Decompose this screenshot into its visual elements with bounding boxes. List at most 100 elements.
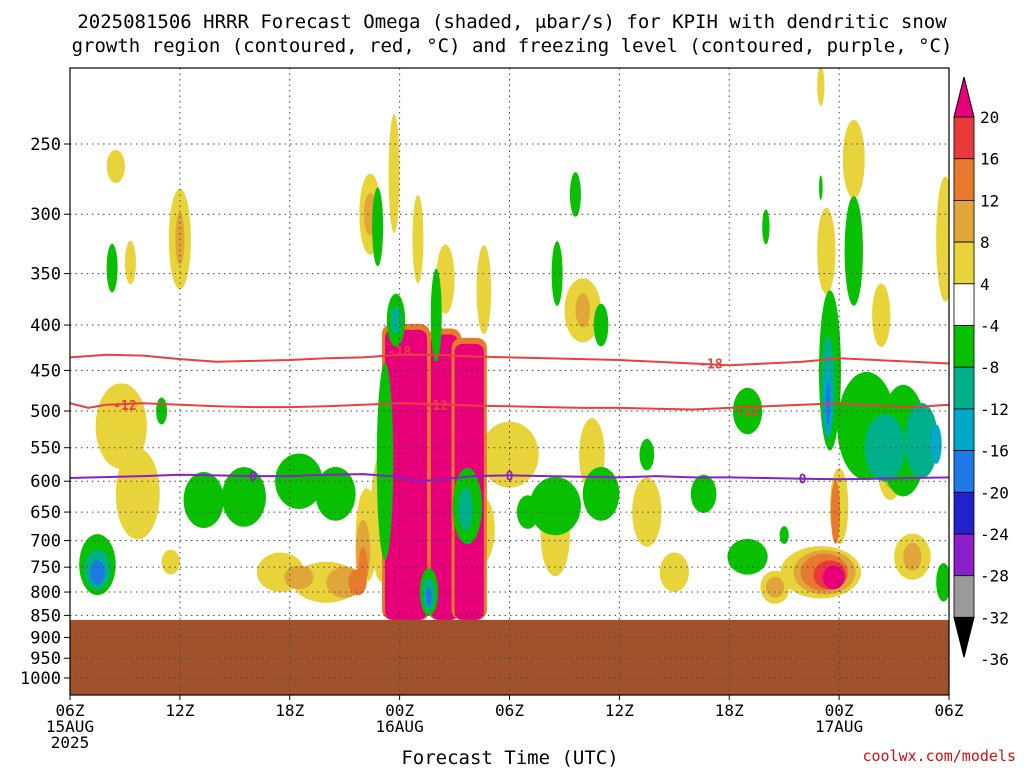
y-tick-label: 300 xyxy=(30,205,61,225)
colorbar-swatch xyxy=(953,450,975,493)
colorbar-swatch xyxy=(953,199,975,243)
omega-blob xyxy=(903,542,922,571)
omega-blob xyxy=(765,576,785,598)
colorbar-swatch xyxy=(953,491,975,535)
y-tick-label: 700 xyxy=(30,532,61,552)
omega-blob xyxy=(115,448,160,540)
colorbar-label: -36 xyxy=(980,650,1009,669)
y-tick-label: 450 xyxy=(30,361,61,381)
y-axis: 2503003504004505005506006507007508008509… xyxy=(20,135,70,689)
colorbar-swatch xyxy=(953,158,975,201)
colorbar-bottom-arrow xyxy=(953,616,975,658)
omega-blob xyxy=(275,453,323,509)
omega-blob xyxy=(358,547,368,588)
omega-blob xyxy=(936,176,949,302)
omega-core-hole xyxy=(426,587,432,606)
x-tick-label: 18Z xyxy=(715,701,744,720)
omega-blob xyxy=(639,438,655,471)
omega-blob xyxy=(844,196,863,306)
colorbar-label: -32 xyxy=(980,608,1009,627)
omega-core xyxy=(430,334,459,620)
x-tick-label: 12Z xyxy=(605,701,634,720)
y-tick-label: 600 xyxy=(30,472,61,492)
y-tick-label: 400 xyxy=(30,316,61,336)
colorbar-label: 16 xyxy=(980,150,999,169)
omega-blob xyxy=(156,397,168,425)
colorbar-label: 8 xyxy=(980,233,990,252)
omega-blob xyxy=(817,68,825,106)
omega-blob xyxy=(690,474,717,513)
colorbar-top-arrow xyxy=(953,76,975,118)
contour-lines: -18 -18 -12 -12 -12 0 0 0 xyxy=(70,345,949,488)
omega-blob xyxy=(376,362,394,561)
y-tick-label: 900 xyxy=(30,628,61,648)
omega-blob xyxy=(124,240,136,285)
colorbar-swatch xyxy=(953,241,975,285)
omega-blob xyxy=(529,476,581,536)
omega-blob xyxy=(480,421,539,488)
x-tick-label: 17AUG xyxy=(815,717,863,736)
omega-blob xyxy=(818,175,823,200)
contour--18 xyxy=(70,353,949,367)
x-tick-label: 15AUG xyxy=(46,717,94,736)
omega-blob xyxy=(161,549,180,575)
x-tick-label: 00Z xyxy=(385,701,414,720)
omega-blob xyxy=(842,119,865,199)
omega-blob xyxy=(476,245,492,335)
x-axis-label: Forecast Time (UTC) xyxy=(401,747,618,768)
colorbar-label: -28 xyxy=(980,567,1009,586)
omega-blob xyxy=(779,526,789,545)
contour-label: -18 xyxy=(699,358,723,373)
y-tick-label: 500 xyxy=(30,402,61,422)
contour-label: -12 xyxy=(425,399,448,414)
colorbar-label: 4 xyxy=(980,275,990,294)
x-tick-label: 12Z xyxy=(165,701,194,720)
omega-blob xyxy=(390,306,402,335)
x-tick-label: 16AUG xyxy=(376,717,424,736)
y-tick-label: 550 xyxy=(30,439,61,459)
omega-blob xyxy=(727,538,768,575)
x-tick-label: 06Z xyxy=(56,701,85,720)
omega-blob xyxy=(183,471,224,529)
contour-label: 0 xyxy=(249,470,257,485)
contour-0 xyxy=(70,473,949,483)
omega-blob xyxy=(221,467,266,527)
omega-blob xyxy=(593,303,609,347)
colorbar-swatch xyxy=(953,408,975,451)
omega-blob xyxy=(575,293,591,328)
contour-label: -12 xyxy=(113,399,136,414)
colorbar-swatch xyxy=(953,283,975,326)
omega-blob xyxy=(284,565,314,590)
colorbar-swatch xyxy=(953,325,975,368)
colorbar-label: -20 xyxy=(980,483,1009,502)
omega-blob xyxy=(632,477,662,547)
x-tick-label: 06Z xyxy=(935,701,964,720)
contour--12 xyxy=(70,402,949,411)
omega-blob xyxy=(315,466,356,521)
colorbar-label: -8 xyxy=(980,358,999,377)
chart-title-line1: 2025081506 HRRR Forecast Omega (shaded, … xyxy=(77,11,947,33)
omega-blob xyxy=(930,424,942,464)
credit-link[interactable]: coolwx.com/models xyxy=(862,747,1016,765)
colorbar-swatch xyxy=(953,116,975,160)
x-tick-label: 06Z xyxy=(495,701,524,720)
omega-blob xyxy=(106,243,118,293)
y-tick-label: 800 xyxy=(30,583,61,603)
colorbar-label: -24 xyxy=(980,525,1009,544)
omega-blob xyxy=(659,552,689,593)
contour-label: -12 xyxy=(736,405,759,420)
omega-blob xyxy=(388,114,400,234)
y-tick-label: 950 xyxy=(30,649,61,669)
omega-blob xyxy=(106,149,125,183)
omega-blob xyxy=(582,466,620,521)
chart-title-line2: growth region (contoured, red, °C) and f… xyxy=(72,35,953,57)
x-tick-label: 18Z xyxy=(275,701,304,720)
omega-blob xyxy=(372,187,384,267)
colorbar-label: -16 xyxy=(980,442,1009,461)
omega-blob xyxy=(430,268,442,362)
x-tick-label: 2025 xyxy=(51,733,90,752)
contour-label: 0 xyxy=(506,469,514,484)
y-tick-label: 250 xyxy=(30,135,61,155)
colorbar-label: -4 xyxy=(980,317,999,336)
